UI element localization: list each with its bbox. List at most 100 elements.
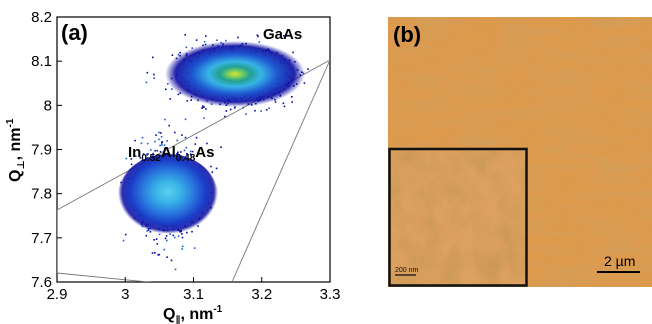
intensity-point	[225, 110, 228, 112]
inalas-label: In0.52Al0.48As	[128, 144, 214, 164]
intensity-point	[142, 153, 145, 155]
panel-b-label: (b)	[393, 22, 421, 47]
intensity-point	[135, 155, 137, 157]
intensity-point	[140, 142, 143, 145]
intensity-point	[193, 247, 196, 249]
intensity-point	[159, 151, 162, 153]
intensity-point	[195, 136, 198, 139]
intensity-point	[225, 39, 227, 42]
intensity-point	[194, 143, 197, 145]
intensity-point	[181, 248, 183, 250]
intensity-point	[186, 100, 189, 102]
intensity-point	[229, 108, 232, 111]
intensity-point	[155, 134, 157, 136]
intensity-point	[164, 148, 166, 151]
intensity-point	[257, 35, 259, 38]
intensity-point	[210, 165, 212, 168]
intensity-point	[206, 142, 208, 145]
panel-a-label: (a)	[61, 20, 88, 45]
intensity-point	[203, 41, 206, 43]
intensity-point	[181, 134, 183, 136]
intensity-point	[161, 144, 163, 146]
x-tick-label: 3.3	[320, 286, 341, 303]
intensity-point	[185, 46, 188, 49]
intensity-point	[177, 93, 180, 96]
intensity-point	[153, 239, 155, 241]
intensity-point	[184, 136, 187, 139]
intensity-point	[166, 256, 168, 258]
intensity-point	[303, 82, 306, 84]
intensity-point	[174, 268, 177, 271]
intensity-point	[130, 158, 133, 160]
intensity-point	[139, 157, 142, 159]
intensity-point	[156, 149, 159, 152]
intensity-point	[147, 153, 149, 155]
intensity-point	[260, 110, 262, 112]
intensity-point	[190, 99, 192, 101]
intensity-point	[216, 39, 218, 41]
intensity-point	[146, 142, 149, 145]
afm-inset: 200 nm	[388, 147, 528, 287]
intensity-point	[159, 144, 161, 147]
intensity-point	[164, 237, 167, 240]
y-tick-label: 7.6	[31, 274, 52, 291]
intensity-point	[179, 51, 181, 54]
intensity-point	[125, 157, 128, 160]
intensity-point	[183, 149, 186, 152]
intensity-point	[164, 118, 166, 121]
intensity-point	[254, 109, 256, 112]
intensity-point	[172, 151, 175, 154]
intensity-point	[122, 239, 125, 242]
intensity-point	[155, 238, 158, 240]
intensity-point	[274, 101, 277, 103]
x-tick-label: 3	[121, 286, 129, 303]
intensity-point	[220, 146, 222, 148]
intensity-point	[152, 154, 154, 156]
intensity-point	[145, 234, 148, 237]
y-tick-label: 7.9	[31, 142, 52, 159]
intensity-point	[205, 108, 207, 110]
intensity-point	[166, 239, 168, 242]
panel-a: 2.9 3 3.1 3.2 3.3 7.6 7.7 7.8 7.9 8 8.1 8.2 (a) Ga…	[5, 9, 340, 324]
intensity-point	[161, 141, 164, 143]
intensity-point	[150, 149, 152, 151]
intensity-point	[215, 167, 218, 170]
intensity-point	[154, 140, 156, 143]
intensity-point	[201, 107, 203, 109]
intensity-point	[291, 101, 293, 103]
intensity-point	[258, 41, 261, 43]
intensity-point	[189, 153, 192, 155]
intensity-point	[166, 140, 168, 142]
intensity-point	[292, 51, 294, 54]
intensity-point	[245, 113, 247, 115]
intensity-point	[145, 81, 148, 84]
inset-frame	[388, 147, 528, 287]
intensity-point	[224, 115, 226, 118]
intensity-point	[283, 34, 285, 37]
intensity-point	[141, 136, 144, 139]
intensity-point	[163, 144, 166, 146]
intensity-point	[153, 77, 155, 79]
intensity-point	[195, 39, 198, 41]
intensity-point	[168, 124, 170, 127]
y-tick-label: 7.8	[31, 186, 52, 203]
x-tick-label: 3.2	[251, 286, 272, 303]
intensity-point	[160, 132, 162, 134]
intensity-point	[181, 236, 184, 239]
x-tick-label: 3.1	[183, 286, 204, 303]
y-axis-ticks: 7.6 7.7 7.8 7.9 8 8.1 8.2	[31, 9, 62, 291]
intensity-point	[160, 136, 163, 138]
y-tick-label: 8.2	[31, 9, 52, 26]
intensity-point	[184, 118, 187, 121]
intensity-point	[163, 248, 166, 251]
intensity-point	[153, 73, 155, 76]
intensity-point	[203, 106, 205, 108]
intensity-point	[152, 152, 154, 155]
intensity-point	[146, 71, 149, 74]
intensity-point	[158, 253, 161, 256]
intensity-point	[174, 131, 176, 134]
inalas-peak-blob	[118, 154, 218, 238]
intensity-point	[265, 109, 268, 111]
intensity-point	[165, 88, 167, 91]
